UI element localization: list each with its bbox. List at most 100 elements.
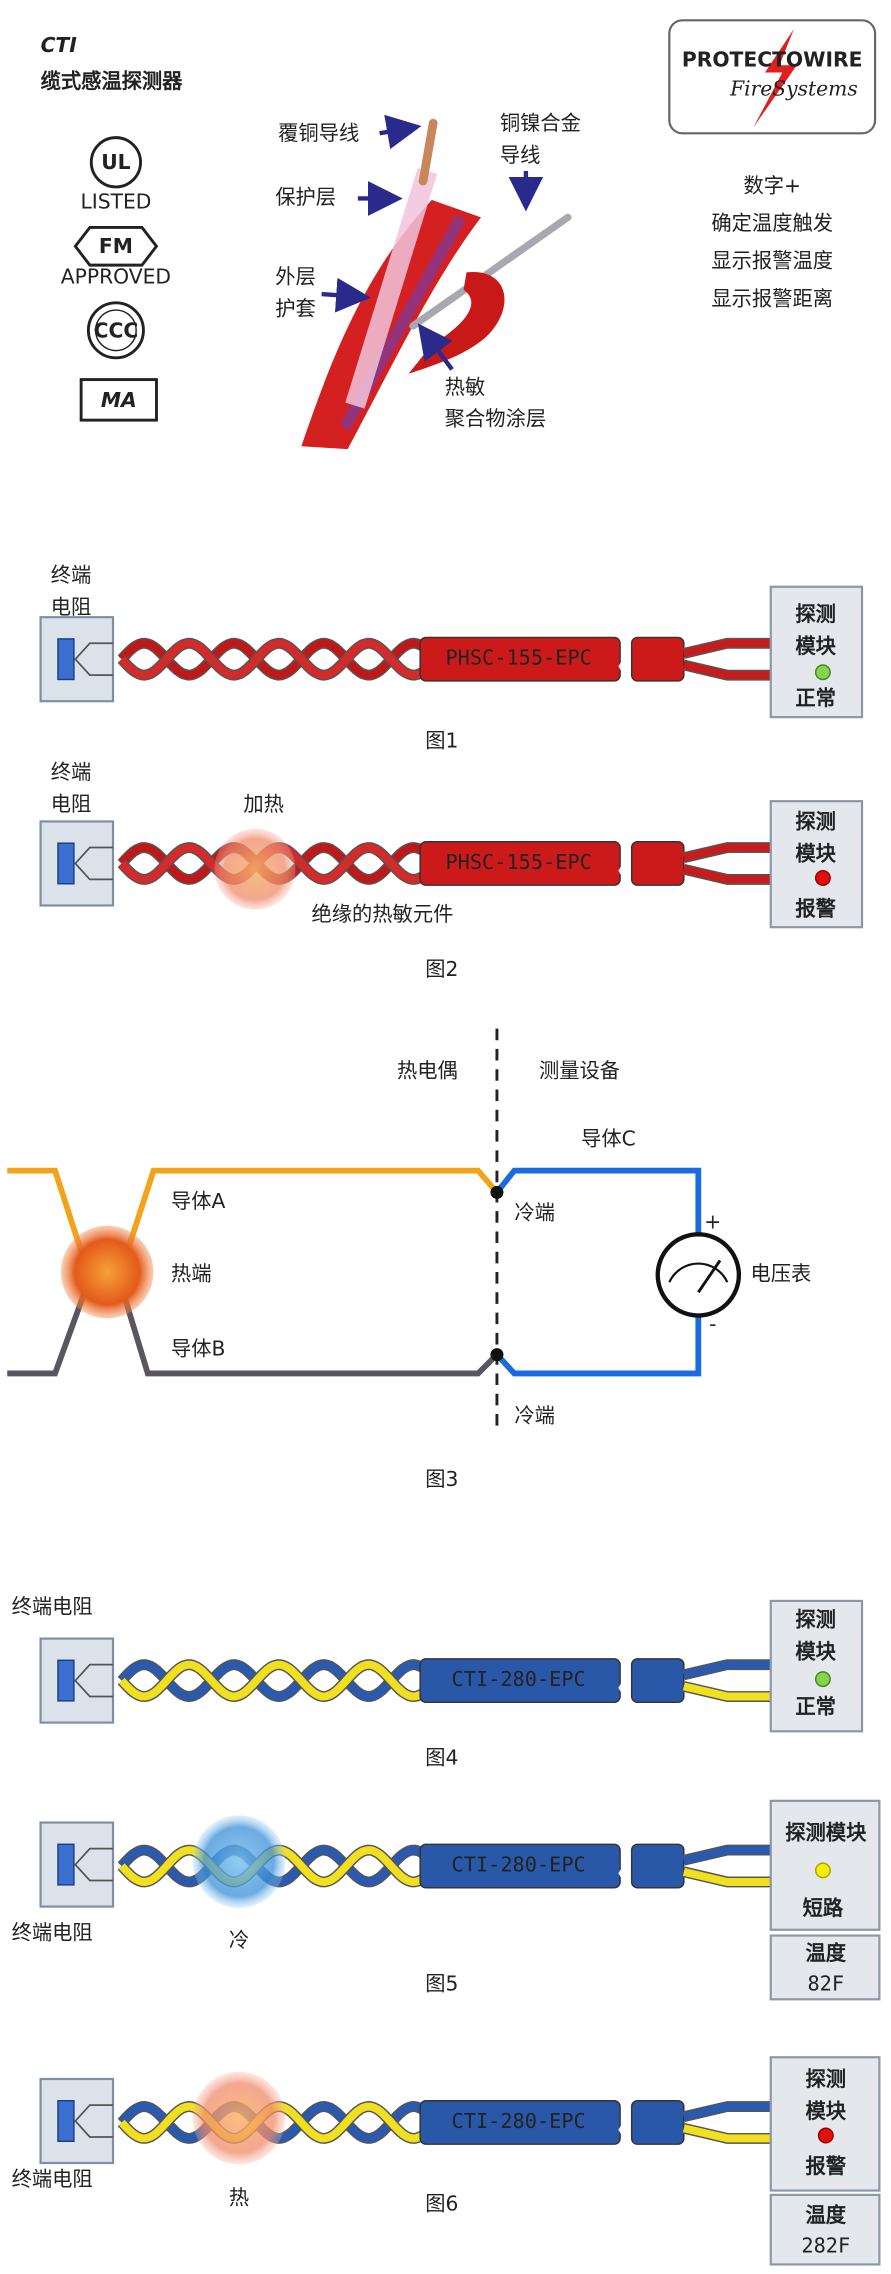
resistor <box>57 638 75 681</box>
cable-break <box>618 840 631 886</box>
feature: 确定温度触发 <box>711 211 833 235</box>
temperature-label: 温度 <box>806 2203 847 2227</box>
module-label: 模块 <box>795 1640 836 1664</box>
terminal-box <box>39 820 115 907</box>
conductor-label: 导体C <box>581 1127 636 1151</box>
temperature: 82F <box>807 1971 844 1995</box>
terminal-label: 电阻 <box>51 792 92 816</box>
ccc-text: CCC <box>94 318 139 342</box>
module-label: 探测 <box>795 809 836 833</box>
voltmeter-label: 电压表 <box>750 1261 811 1285</box>
hot-junction-glow <box>60 1225 154 1319</box>
wire <box>682 1867 771 1886</box>
ul-caption: LISTED <box>80 189 151 213</box>
module-label: 模块 <box>795 841 836 865</box>
junction <box>490 1185 504 1199</box>
cable-break <box>618 636 631 682</box>
feature: 显示报警距离 <box>711 286 833 310</box>
junction-label: 冷端 <box>514 1201 555 1225</box>
polarity: + <box>704 1209 721 1233</box>
conductor-c <box>494 1167 702 1377</box>
feature: 显示报警温度 <box>711 249 833 273</box>
status-light <box>814 664 831 681</box>
cable-break <box>618 1843 631 1889</box>
voltmeter <box>655 1232 742 1318</box>
cable-jacket <box>419 636 621 682</box>
cable-label: 外层 <box>275 265 316 289</box>
wire <box>682 639 771 658</box>
pointer-arrow <box>417 323 454 371</box>
ccc-logo-inner <box>94 309 137 352</box>
module-label: 探测 <box>806 2067 847 2091</box>
junction <box>490 1348 504 1362</box>
conductor-label: 导体A <box>171 1189 226 1213</box>
ul-text: UL <box>101 150 130 174</box>
cable-label: 铜镍合金 <box>500 111 581 135</box>
cable-model: CTI-280-EPC <box>452 1853 586 1877</box>
feature: 数字+ <box>743 173 801 197</box>
terminal-lead <box>74 2104 114 2138</box>
status: 正常 <box>795 1695 836 1719</box>
terminal-lead <box>74 1847 114 1882</box>
junction-label: 冷端 <box>514 1403 555 1427</box>
polarity: - <box>709 1312 716 1336</box>
temperature-label: 温度 <box>806 1941 847 1965</box>
heat-glow <box>192 2071 286 2165</box>
module-box <box>769 585 864 719</box>
product-name: 缆式感温探测器 <box>41 69 184 93</box>
cable-model: CTI-280-EPC <box>452 1667 586 1691</box>
status-light <box>814 869 831 886</box>
cold-label: 冷 <box>229 1928 249 1952</box>
status-light <box>814 1862 831 1879</box>
module-label: 探测 <box>795 602 836 626</box>
figure-caption: 图2 <box>425 957 458 981</box>
figure-caption: 图5 <box>425 1971 458 1995</box>
module-label: 模块 <box>806 2099 847 2123</box>
terminal-label: 终端电阻 <box>12 2167 93 2191</box>
pointer-arrow <box>321 277 371 313</box>
cable-label: 护套 <box>275 297 316 321</box>
cable-jacket <box>630 1843 685 1889</box>
status: 报警 <box>806 2154 847 2178</box>
figure-caption: 图3 <box>425 1467 458 1491</box>
figure-caption: 图4 <box>425 1745 458 1769</box>
wire <box>682 865 771 884</box>
cable-jacket <box>419 1843 621 1889</box>
terminal-lead <box>74 642 114 676</box>
voltmeter-needle <box>697 1259 722 1294</box>
figure-caption: 图1 <box>425 728 458 752</box>
module-label: 探测模块 <box>785 1821 867 1845</box>
wire <box>682 1846 771 1865</box>
resistor <box>57 842 75 885</box>
cable-model: PHSC-155-EPC <box>445 646 591 670</box>
cable-jacket <box>419 1658 621 1704</box>
logo-name: PROTECTOWIRE <box>682 47 863 71</box>
wire <box>118 1660 438 1701</box>
wire <box>682 661 771 680</box>
cable-break <box>618 1658 631 1704</box>
module-label: 模块 <box>795 634 836 658</box>
wire <box>682 843 771 862</box>
element-label: 绝缘的热敏元件 <box>311 902 453 926</box>
copper-wire <box>418 118 438 186</box>
module-box <box>769 1599 864 1733</box>
fm-text: FM <box>99 234 133 258</box>
status-light <box>814 1671 831 1688</box>
alloy-wire <box>409 213 572 330</box>
wire <box>682 1682 771 1701</box>
section-label: 热电偶 <box>397 1059 458 1083</box>
terminal-lead <box>74 1663 114 1698</box>
module-box <box>769 1934 881 2001</box>
resistor <box>57 2100 75 2143</box>
fm-logo <box>73 226 159 267</box>
fm-caption: APPROVED <box>61 265 171 289</box>
wire <box>682 2102 771 2121</box>
terminal-label: 终端 <box>51 563 92 587</box>
ma-logo <box>79 378 158 422</box>
cable-jacket <box>630 841 685 886</box>
cable-jacket <box>630 1658 685 1704</box>
terminal-box <box>39 1637 115 1724</box>
cable-jacket <box>419 2100 621 2145</box>
status: 报警 <box>795 896 836 920</box>
